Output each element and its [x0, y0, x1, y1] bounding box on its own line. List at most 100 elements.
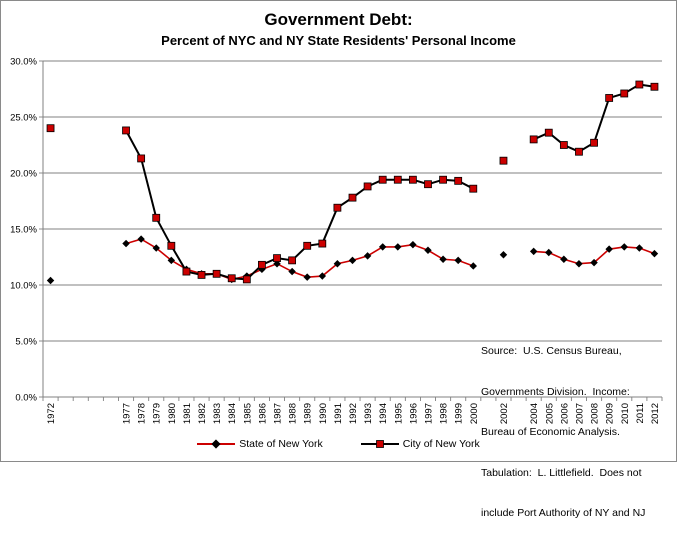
- x-tick-label: 1984: [227, 403, 238, 424]
- x-tick-label: 2006: [559, 403, 570, 424]
- x-tick-label: 1985: [242, 403, 253, 424]
- x-tick-label: 2005: [544, 403, 555, 424]
- y-tick-label: 10.0%: [10, 281, 37, 292]
- data-point-city: [378, 175, 387, 184]
- x-tick-label: 1987: [273, 403, 284, 424]
- x-tick-label: 2002: [499, 403, 510, 424]
- y-tick-label: 15.0%: [10, 225, 37, 236]
- data-point-state: [152, 244, 160, 252]
- x-tick-label: 1979: [152, 403, 163, 424]
- data-point-state: [469, 262, 478, 270]
- data-point-city: [408, 175, 417, 184]
- x-tick-label: 1983: [212, 403, 223, 424]
- x-tick-label: 1999: [454, 403, 465, 424]
- data-point-city: [635, 80, 644, 89]
- data-point-city: [348, 193, 357, 202]
- data-point-city: [152, 213, 161, 222]
- x-tick-label: 2000: [469, 403, 480, 424]
- x-tick-label: 2008: [590, 403, 601, 424]
- x-tick-label: 1980: [167, 403, 178, 424]
- chart-legend: State of New York City of New York: [0, 438, 677, 450]
- x-tick-label: 1988: [288, 403, 299, 424]
- x-tick-label: 2009: [605, 403, 616, 424]
- x-tick-label: 1992: [348, 403, 359, 424]
- data-point-city: [182, 267, 191, 276]
- data-point-state: [348, 256, 357, 265]
- data-point-city: [529, 135, 538, 144]
- legend-item-city: City of New York: [360, 438, 480, 450]
- x-tick-label: 1997: [423, 403, 434, 424]
- chart-frame: [0, 0, 677, 462]
- data-point-city: [46, 124, 55, 133]
- x-tick-label: 1981: [182, 403, 193, 424]
- data-point-state: [454, 256, 462, 265]
- legend-swatch-state: [197, 439, 236, 449]
- series-line-city: [125, 129, 474, 281]
- x-tick-label: 2010: [620, 403, 631, 424]
- legend-label-state: State of New York: [239, 438, 323, 450]
- data-point-state: [650, 249, 659, 258]
- data-point-state: [273, 259, 281, 268]
- annotation-line: include Port Authority of NY and NJ: [481, 507, 646, 519]
- x-tick-label: 1993: [363, 403, 374, 424]
- x-tick-label: 2011: [635, 403, 646, 423]
- data-point-state: [288, 267, 296, 276]
- x-tick-label: 1998: [439, 403, 450, 424]
- data-point-city: [454, 176, 463, 185]
- data-point-state: [529, 247, 538, 256]
- data-point-city: [620, 89, 629, 98]
- data-point-state: [378, 243, 387, 251]
- x-tick-label: 2004: [529, 403, 540, 424]
- data-point-city: [469, 184, 478, 193]
- data-point-state: [303, 273, 311, 281]
- data-point-city: [318, 239, 327, 248]
- x-tick-label: 1991: [333, 403, 344, 424]
- data-point-state: [545, 248, 553, 257]
- data-point-city: [393, 175, 402, 184]
- x-tick-label: 1982: [197, 403, 208, 424]
- data-point-city: [242, 275, 251, 284]
- annotation-line: Bureau of Economic Analysis.: [481, 426, 620, 438]
- y-tick-label: 0.0%: [15, 393, 37, 404]
- chart-subtitle: Percent of NYC and NY State Residents' P…: [161, 33, 516, 48]
- legend-swatch-city: [360, 440, 399, 448]
- legend-item-state: State of New York: [197, 438, 323, 450]
- x-tick-label: 1972: [46, 403, 57, 424]
- data-point-state: [605, 245, 613, 253]
- y-tick-label: 20.0%: [10, 169, 37, 180]
- line-chart: 0.0% 5.0% 10.0% 15.0% 20.0% 25.0% 30.0% 1972 197…: [10, 57, 663, 424]
- x-tick-label: 1990: [318, 403, 329, 424]
- x-tick-label: 1986: [257, 403, 268, 424]
- data-point-state: [560, 255, 568, 263]
- data-point-state: [46, 276, 55, 285]
- data-point-state: [635, 244, 644, 252]
- data-point-city: [499, 156, 508, 165]
- data-point-city: [559, 141, 568, 149]
- data-point-city: [424, 180, 432, 189]
- y-tick-label: 5.0%: [15, 337, 37, 348]
- data-point-state: [333, 259, 342, 268]
- data-point-city: [258, 260, 266, 269]
- annotation-line: Source: U.S. Census Bureau,: [481, 345, 622, 357]
- data-point-state: [620, 243, 628, 251]
- data-point-state: [409, 240, 417, 249]
- data-point-state: [394, 243, 402, 251]
- x-tick-label: 1994: [378, 403, 389, 424]
- data-point-city: [363, 182, 372, 191]
- data-point-state: [363, 252, 372, 260]
- data-point-state: [499, 251, 508, 259]
- x-tick-label: 1995: [393, 403, 404, 424]
- y-tick-label: 30.0%: [10, 57, 37, 68]
- data-point-city: [575, 147, 583, 156]
- chart-title: Government Debt:: [264, 10, 413, 29]
- data-point-city: [197, 271, 206, 279]
- annotation-line: Governments Division. Income:: [481, 385, 630, 398]
- data-point-city: [288, 256, 297, 265]
- data-point-city: [227, 274, 236, 283]
- x-tick-label: 2007: [574, 403, 585, 424]
- data-point-city: [137, 154, 146, 163]
- data-point-city: [212, 269, 221, 278]
- data-point-city: [333, 203, 342, 212]
- data-point-city: [167, 241, 176, 250]
- data-point-state: [318, 272, 327, 280]
